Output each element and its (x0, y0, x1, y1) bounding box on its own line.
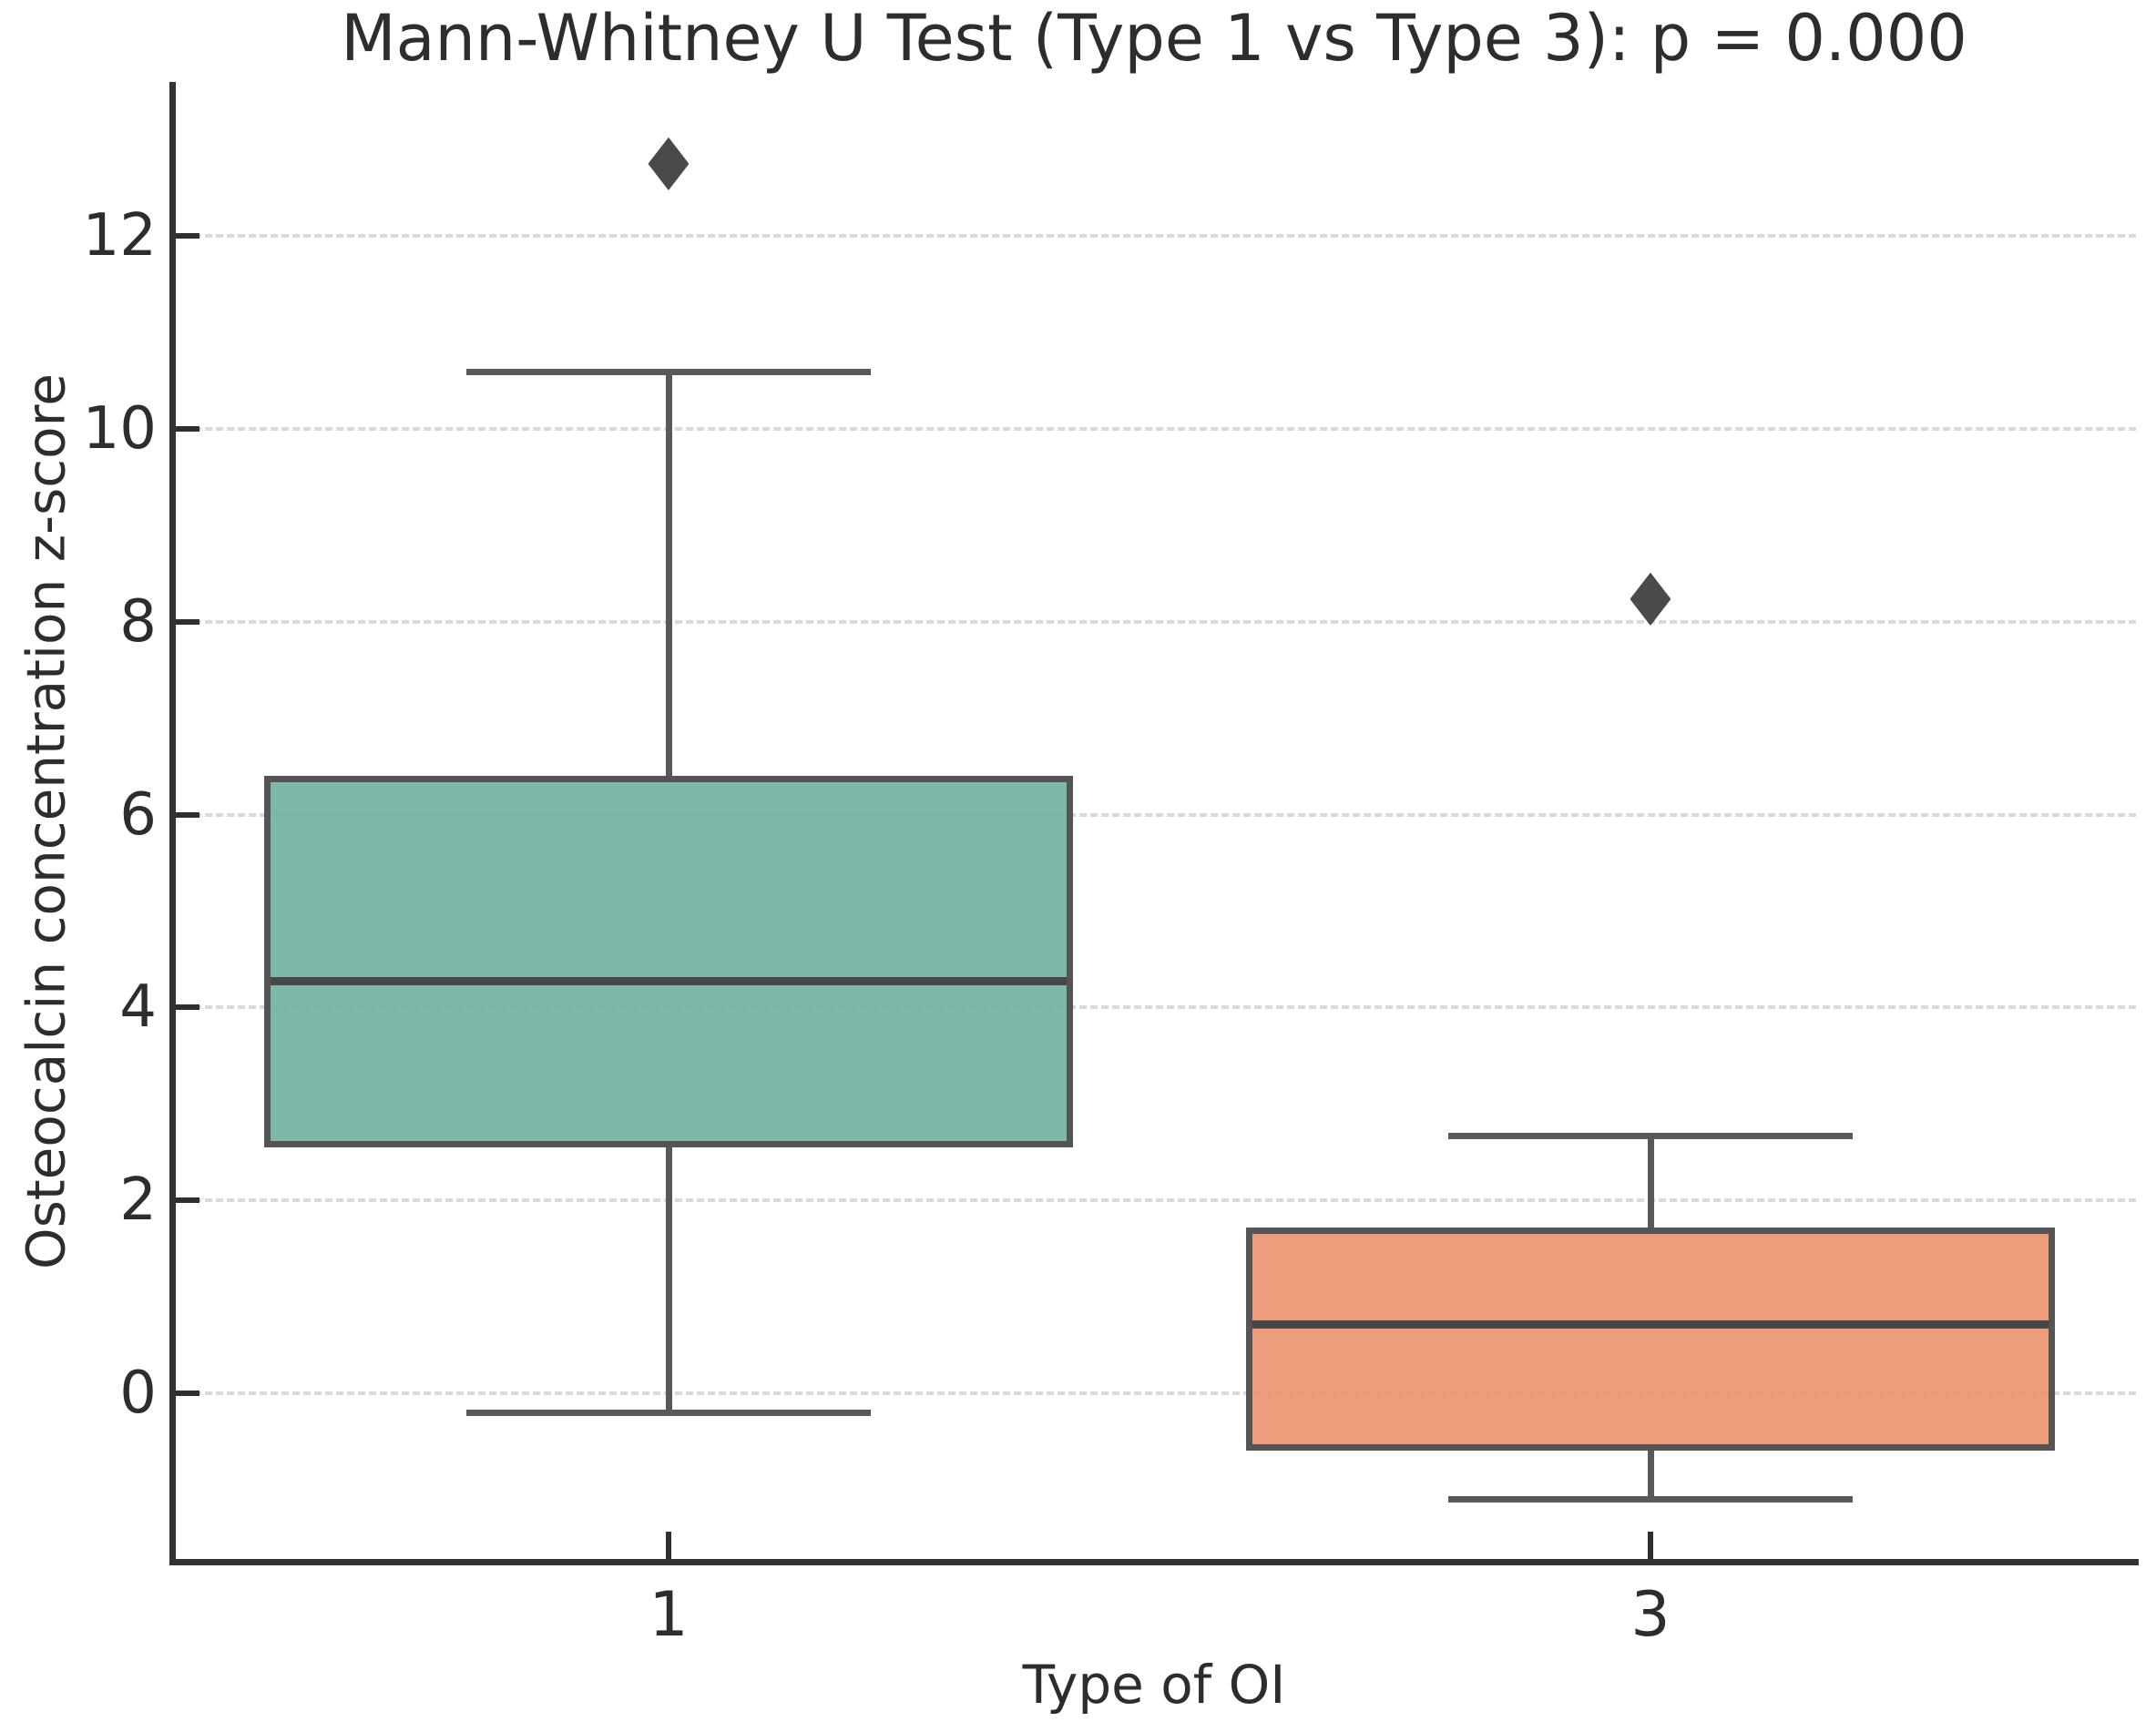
y-axis-spine (169, 82, 176, 1565)
gridline (172, 1005, 2136, 1010)
median-line (1252, 1319, 2049, 1329)
x-tick-mark (666, 1532, 671, 1559)
y-tick-label: 4 (119, 973, 157, 1042)
y-tick-mark (172, 811, 199, 818)
y-tick-mark (172, 1390, 199, 1396)
outlier-diamond: ♦ (1618, 557, 1683, 643)
whisker-upper-line (666, 371, 672, 777)
box-type-3 (1246, 1227, 2055, 1452)
x-tick-label: 1 (649, 1579, 689, 1651)
box-type-1 (264, 776, 1073, 1147)
outlier-diamond: ♦ (636, 123, 701, 209)
chart-title: Mann-Whitney U Test (Type 1 vs Type 3): … (341, 1, 1967, 76)
y-tick-mark (172, 1004, 199, 1011)
gridline (172, 619, 2136, 624)
median-line (271, 976, 1067, 985)
x-tick-label: 3 (1630, 1579, 1671, 1651)
y-tick-label: 2 (119, 1167, 157, 1234)
whisker-lower-cap (1448, 1496, 1853, 1503)
gridline (172, 427, 2136, 432)
y-tick-label: 6 (119, 780, 157, 849)
gridline (172, 812, 2136, 817)
y-tick-label: 12 (82, 202, 157, 270)
whisker-lower-cap (466, 1409, 871, 1416)
whisker-upper-cap (1448, 1133, 1853, 1140)
x-tick-mark (1648, 1532, 1653, 1559)
y-tick-label: 0 (119, 1359, 157, 1427)
y-tick-mark (172, 426, 199, 433)
gridline (172, 1391, 2136, 1395)
y-tick-mark (172, 233, 199, 239)
y-tick-mark (172, 1197, 199, 1203)
whisker-lower-line (1648, 1451, 1654, 1500)
gridline (172, 234, 2136, 239)
y-tick-label: 8 (119, 587, 157, 656)
gridline (172, 1198, 2136, 1202)
y-tick-label: 10 (82, 395, 157, 464)
whisker-lower-line (666, 1146, 672, 1412)
whisker-upper-line (1648, 1136, 1654, 1228)
x-axis-spine (169, 1559, 2139, 1565)
x-axis-label: Type of OI (1022, 1654, 1286, 1716)
y-tick-mark (172, 618, 199, 625)
whisker-upper-cap (466, 368, 871, 375)
